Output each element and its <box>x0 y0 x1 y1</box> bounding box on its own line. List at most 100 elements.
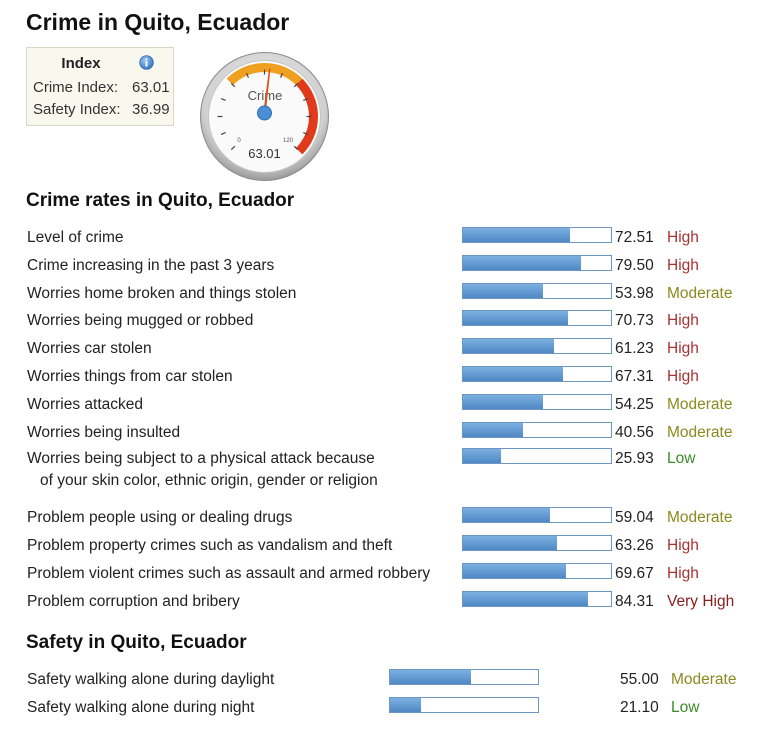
row-label: Worries car stolen <box>27 338 152 360</box>
row-label-text: Level of crime <box>27 229 124 246</box>
gauge-tick <box>303 97 309 101</box>
info-icon[interactable] <box>139 55 154 70</box>
value-bar-fill <box>463 228 571 242</box>
value-bar <box>462 283 612 299</box>
gauge-hub <box>257 105 272 121</box>
gauge-tick <box>245 72 249 78</box>
gauge-tick <box>220 97 226 101</box>
row-label: Crime increasing in the past 3 years <box>27 255 274 277</box>
row-value: 72.51 <box>615 229 654 246</box>
value-bar-fill <box>463 395 544 409</box>
row-level: Moderate <box>667 285 733 302</box>
list-item: Worries home broken and things stolen 53.… <box>27 283 766 309</box>
row-label: Safety walking alone during daylight <box>27 669 274 691</box>
row-level: Low <box>671 699 700 716</box>
gauge-label: Crime <box>248 88 283 103</box>
value-bar <box>389 697 539 713</box>
row-label: Problem property crimes such as vandalis… <box>27 535 392 557</box>
value-bar <box>389 669 539 685</box>
gauge-tick <box>293 82 299 88</box>
gauge-min-label: 0 <box>237 138 241 144</box>
row-value: 25.93 <box>615 450 654 467</box>
value-bar-fill <box>463 284 543 298</box>
list-item: Problem property crimes such as vandalis… <box>27 535 766 561</box>
row-level: Moderate <box>671 671 737 688</box>
row-label-text: Problem people using or dealing drugs <box>27 509 293 526</box>
gauge-band-moderate <box>226 63 303 86</box>
row-level: High <box>667 340 699 357</box>
list-item: Problem corruption and bribery 84.31 Very … <box>27 591 766 617</box>
row-value: 84.31 <box>615 593 654 610</box>
list-item: Worries car stolen 61.23 High <box>27 338 766 364</box>
list-item: Safety walking alone during night 21.10 Lo… <box>27 697 766 723</box>
row-level: Moderate <box>667 396 733 413</box>
row-level: Low <box>667 450 696 467</box>
row-label-text: Safety walking alone during daylight <box>27 671 275 688</box>
row-level: Very High <box>667 593 735 610</box>
row-label: Worries being insulted <box>27 422 180 444</box>
row-label-text: Worries home broken and things stolen <box>27 285 297 302</box>
list-item: Crime increasing in the past 3 years 79.5… <box>27 255 766 281</box>
value-bar <box>462 338 612 354</box>
value-bar <box>462 591 612 607</box>
row-label: Worries things from car stolen <box>27 366 233 388</box>
gauge-tick <box>220 132 226 136</box>
row-label-text: Worries car stolen <box>27 340 152 357</box>
row-level: High <box>667 565 699 582</box>
gauge-tick <box>230 145 236 151</box>
index-box: Index Crime Index: 63.01 Safety Index: 3… <box>26 47 174 126</box>
value-bar-fill <box>463 536 557 550</box>
row-value: 59.04 <box>615 509 654 526</box>
value-bar <box>462 422 612 438</box>
row-label: Safety walking alone during night <box>27 697 254 719</box>
list-item: Problem people using or dealing drugs 59.… <box>27 507 766 533</box>
row-value: 69.67 <box>615 565 654 582</box>
row-label-text: Crime increasing in the past 3 years <box>27 257 275 274</box>
row-label: Worries being mugged or robbed <box>27 310 253 332</box>
value-bar-fill <box>463 449 502 463</box>
value-bar-fill <box>463 367 563 381</box>
safety-index-row: Safety Index: 36.99 <box>33 101 170 118</box>
gauge-max-label: 120 <box>283 138 294 144</box>
row-label-text: Problem corruption and bribery <box>27 593 240 610</box>
row-label-text: Safety walking alone during night <box>27 699 255 716</box>
row-level: Moderate <box>667 509 733 526</box>
row-value: 61.23 <box>615 340 654 357</box>
crime-index-row: Crime Index: 63.01 <box>33 79 170 96</box>
list-item: Worries attacked 54.25 Moderate <box>27 394 766 420</box>
gauge-value: 63.01 <box>248 146 281 161</box>
row-value: 70.73 <box>615 312 654 329</box>
crime-gauge: Crime 0 120 63.01 <box>200 52 329 181</box>
row-level: High <box>667 537 699 554</box>
value-bar-fill <box>463 508 551 522</box>
index-heading: Index <box>61 55 101 72</box>
gauge-bands <box>226 63 318 155</box>
page-title: Crime in Quito, Ecuador <box>26 9 290 35</box>
value-bar <box>462 507 612 523</box>
list-item: Safety walking alone during daylight 55.0… <box>27 669 766 695</box>
row-value: 63.26 <box>615 537 654 554</box>
safety-index-label: Safety Index: <box>33 101 121 118</box>
row-value: 54.25 <box>615 396 654 413</box>
crime-section-title: Crime rates in Quito, Ecuador <box>26 190 295 211</box>
row-level: High <box>667 257 699 274</box>
value-bar-fill <box>463 564 567 578</box>
value-bar-fill <box>463 423 524 437</box>
value-bar <box>462 310 612 326</box>
gauge-ticks <box>217 69 312 151</box>
gauge-tick <box>280 72 284 78</box>
row-label: Level of crime <box>27 227 123 249</box>
row-label-text-continued: of your skin color, ethnic origin, gende… <box>40 472 378 489</box>
value-bar <box>462 227 612 243</box>
row-label: Worries home broken and things stolen <box>27 283 296 305</box>
row-label: Worries being subject to a physical atta… <box>27 448 378 492</box>
row-label-text: Problem violent crimes such as assault a… <box>27 565 431 582</box>
value-bar <box>462 563 612 579</box>
value-bar-fill <box>390 698 422 712</box>
row-label-text: Problem property crimes such as vandalis… <box>27 537 393 554</box>
gauge-tick <box>230 82 236 88</box>
crime-index-value: 63.01 <box>132 79 170 96</box>
row-value: 21.10 <box>620 699 659 716</box>
value-bar-fill <box>390 670 472 684</box>
list-item: Worries being insulted 40.56 Moderate <box>27 422 766 448</box>
